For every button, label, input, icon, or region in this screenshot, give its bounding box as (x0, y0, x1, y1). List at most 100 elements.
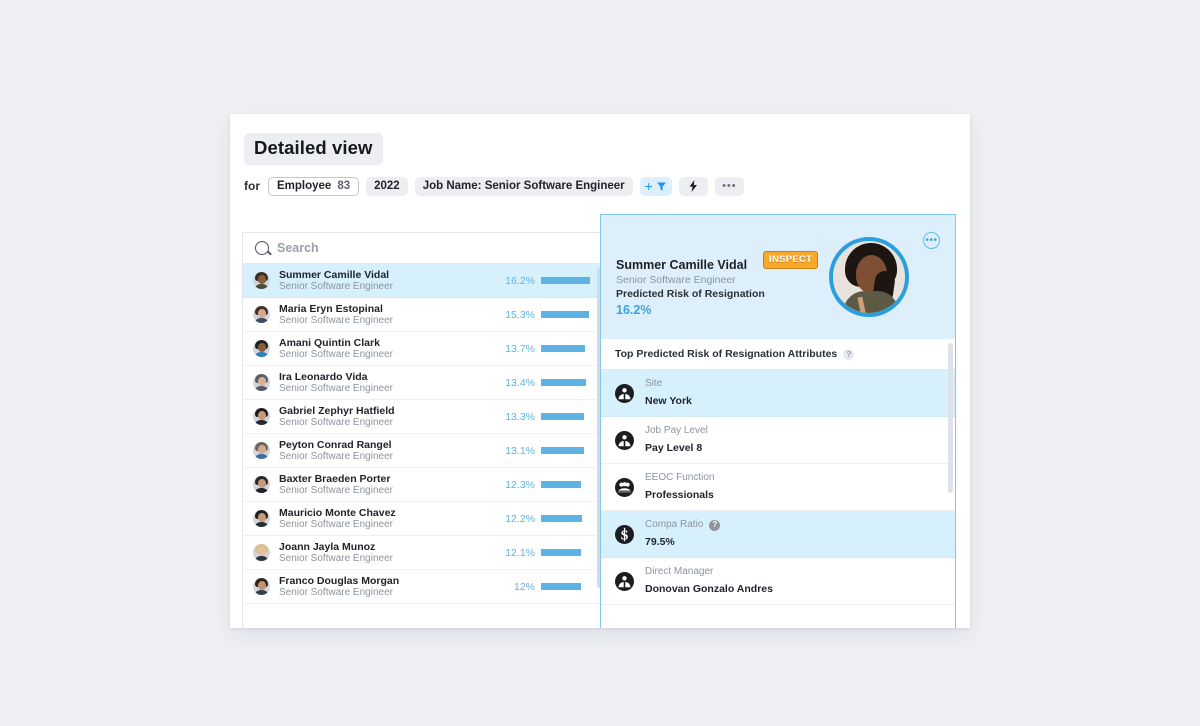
employee-text: Mauricio Monte Chavez Senior Software Eng… (279, 507, 501, 531)
employee-risk-bar (541, 345, 585, 352)
employee-list-item[interactable]: Joann Jayla Munoz Senior Software Enginee… (243, 536, 604, 570)
breadcrumb-year-pill[interactable]: 2022 (366, 176, 408, 196)
employee-list-item[interactable]: Gabriel Zephyr Hatfield Senior Software E… (243, 400, 604, 434)
avatar (253, 306, 270, 323)
attribute-text: Job Pay Level Pay Level 8 (645, 424, 708, 456)
attribute-label-row: Direct Manager (645, 565, 773, 579)
employee-list-item[interactable]: Peyton Conrad Rangel Senior Software Engi… (243, 434, 604, 468)
employee-text: Summer Camille Vidal Senior Software Engi… (279, 269, 501, 293)
avatar (253, 340, 270, 357)
employee-name: Peyton Conrad Rangel (279, 438, 392, 451)
people-group-icon (618, 481, 631, 492)
search-input[interactable] (277, 241, 537, 255)
dollar-icon: S (621, 527, 629, 543)
employee-risk-metric: 13.3% (501, 411, 604, 423)
employee-role: Senior Software Engineer (279, 552, 393, 564)
employee-text: Ira Leonardo Vida Senior Software Enginee… (279, 371, 501, 395)
help-icon[interactable]: ? (843, 348, 855, 360)
employee-risk-bar (541, 447, 584, 454)
employee-risk-metric: 13.1% (501, 445, 604, 457)
employee-list-item[interactable]: Maria Eryn Estopinal Senior Software Engi… (243, 298, 604, 332)
employee-risk-bar (541, 311, 589, 318)
employee-role: Senior Software Engineer (279, 314, 393, 326)
location-person-icon (615, 430, 634, 450)
employee-list-item[interactable]: Mauricio Monte Chavez Senior Software Eng… (243, 502, 604, 536)
employee-name: Mauricio Monte Chavez (279, 506, 396, 519)
employee-list-item[interactable]: Franco Douglas Morgan Senior Software Eng… (243, 570, 604, 604)
employee-risk-metric: 15.3% (501, 309, 604, 321)
employee-text: Joann Jayla Munoz Senior Software Enginee… (279, 541, 501, 565)
employee-name: Joann Jayla Munoz (279, 540, 376, 553)
employee-name: Maria Eryn Estopinal (279, 302, 383, 315)
location-person-icon (618, 575, 631, 587)
attribute-text: Site New York (645, 377, 692, 409)
employee-role: Senior Software Engineer (279, 280, 393, 292)
list-scrollbar[interactable] (597, 268, 602, 588)
employee-risk-value: 12.2% (505, 512, 535, 525)
attribute-label: Direct Manager (645, 566, 714, 577)
employee-list-item[interactable]: Ira Leonardo Vida Senior Software Enginee… (243, 366, 604, 400)
employee-risk-value: 13.3% (505, 410, 535, 423)
detail-scrollbar[interactable] (948, 343, 953, 493)
employee-list-item[interactable]: Baxter Braeden Porter Senior Software Eng… (243, 468, 604, 502)
profile-name: Summer Camille Vidal (616, 258, 748, 272)
attribute-text: Compa Ratio? 79.5% (645, 518, 721, 550)
attribute-row[interactable]: S Compa Ratio? 79.5% (601, 511, 955, 558)
employee-risk-bar (541, 413, 584, 420)
avatar (253, 442, 270, 459)
attribute-label: Job Pay Level (645, 425, 708, 436)
employee-role: Senior Software Engineer (279, 450, 393, 462)
employee-risk-metric: 12.1% (501, 547, 604, 559)
employee-role: Senior Software Engineer (279, 484, 393, 496)
dollar-icon: S (615, 524, 634, 544)
attribute-label-row: Job Pay Level (645, 424, 708, 438)
employee-list-item[interactable]: Summer Camille Vidal Senior Software Engi… (243, 264, 604, 298)
attribute-row[interactable]: Site New York (601, 370, 955, 417)
plus-icon: + (644, 178, 653, 194)
employee-list-scroll-area[interactable]: Summer Camille Vidal Senior Software Engi… (243, 264, 604, 628)
employee-risk-metric: 12.3% (501, 479, 604, 491)
avatar (253, 544, 270, 561)
attribute-row[interactable]: EEOC Function Professionals (601, 464, 955, 511)
attribute-label-row: Compa Ratio? (645, 518, 721, 532)
breadcrumb-for-label: for (244, 179, 260, 193)
employee-risk-value: 13.4% (505, 376, 535, 389)
employee-name: Franco Douglas Morgan (279, 574, 400, 587)
breadcrumb-job-pill[interactable]: Job Name: Senior Software Engineer (414, 176, 633, 196)
attribute-value: Donovan Gonzalo Andres (645, 583, 773, 595)
employee-risk-bar (541, 583, 581, 590)
employee-name: Gabriel Zephyr Hatfield (279, 404, 395, 417)
breadcrumb-entity-pill[interactable]: Employee 83 (268, 176, 360, 196)
inspect-badge[interactable]: INSPECT (763, 251, 819, 269)
employee-risk-metric: 12.2% (501, 513, 604, 525)
employee-role: Senior Software Engineer (279, 382, 393, 394)
attribute-value: Pay Level 8 (645, 442, 703, 454)
profile-avatar (829, 237, 909, 317)
detail-more-options-button[interactable]: ••• (923, 232, 940, 249)
employee-risk-value: 13.7% (505, 342, 535, 355)
location-person-icon (618, 387, 631, 399)
search-bar[interactable] (243, 233, 604, 264)
avatar (253, 476, 270, 493)
attribute-label: EEOC Function (645, 472, 715, 483)
avatar (253, 272, 270, 289)
help-icon[interactable]: ? (709, 519, 721, 531)
employee-risk-metric: 13.7% (501, 343, 604, 355)
employee-name: Baxter Braeden Porter (279, 472, 391, 485)
employee-list-item[interactable]: Amani Quintin Clark Senior Software Engin… (243, 332, 604, 366)
attribute-row[interactable]: Direct Manager Donovan Gonzalo Andres (601, 558, 955, 605)
lightning-button[interactable] (678, 176, 708, 196)
employee-role: Senior Software Engineer (279, 348, 393, 360)
ellipsis-icon: ••• (722, 179, 737, 192)
employee-role: Senior Software Engineer (279, 518, 393, 530)
page-title: Detailed view (244, 133, 383, 165)
attribute-row[interactable]: Job Pay Level Pay Level 8 (601, 417, 955, 464)
employee-name: Summer Camille Vidal (279, 268, 390, 281)
add-filter-button[interactable]: + (639, 176, 672, 196)
more-options-button[interactable]: ••• (714, 176, 744, 196)
attributes-title-text: Top Predicted Risk of Resignation Attrib… (615, 348, 838, 360)
profile-card: Summer Camille Vidal Senior Software Eng… (601, 215, 955, 339)
filter-icon (656, 182, 666, 191)
avatar (253, 578, 270, 595)
